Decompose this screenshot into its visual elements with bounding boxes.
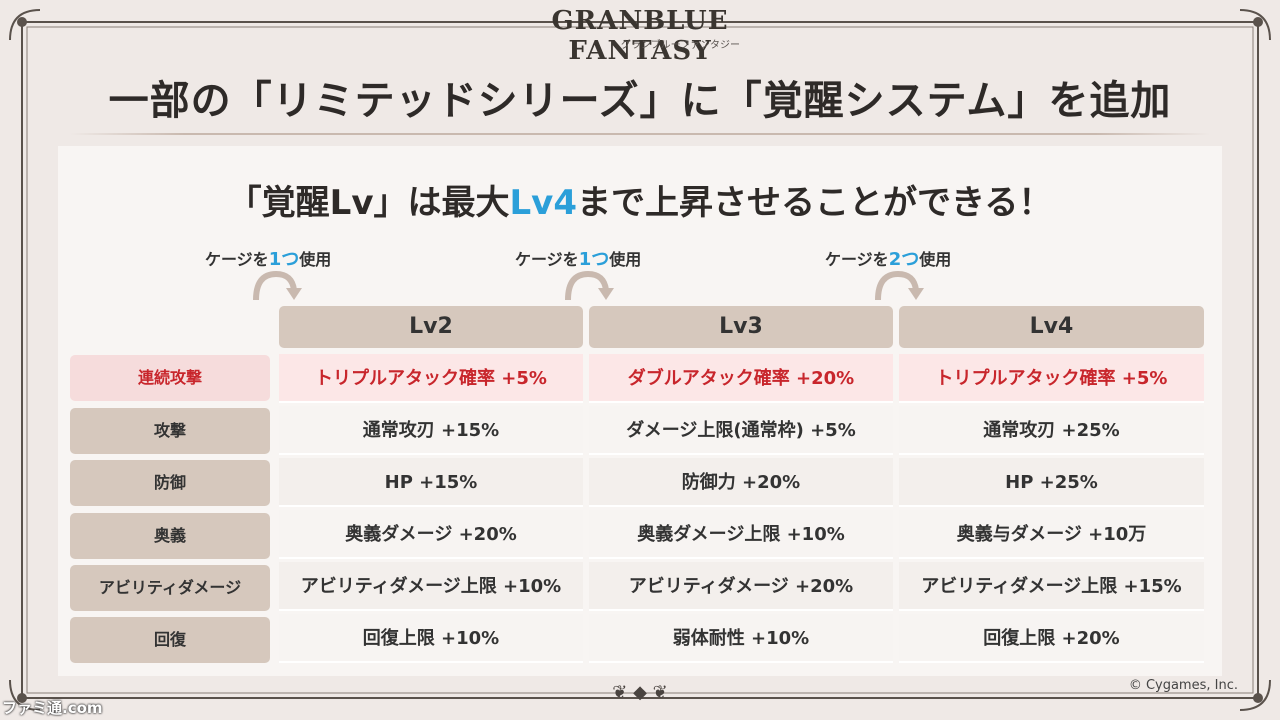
table-cell: 回復上限 +10% xyxy=(279,614,583,663)
table-cell: HP +15% xyxy=(279,458,583,507)
logo-main-text: GRANBLUE FANTASY xyxy=(551,6,729,66)
gauge-num: 2つ xyxy=(888,249,920,270)
row-label-recovery: 回復 xyxy=(70,617,270,663)
level-header-lv4: Lv4 xyxy=(899,306,1204,348)
gauge-post: 使用 xyxy=(299,250,332,269)
curved-arrow-icon xyxy=(875,270,924,301)
game-logo: GRANBLUE FANTASY グランブルーファンタジー xyxy=(520,6,760,66)
table-cell: 奥義ダメージ上限 +10% xyxy=(589,510,893,559)
gauge-num: 1つ xyxy=(578,249,610,270)
bottom-ornament-icon: ❦ ◆ ❦ xyxy=(612,682,668,703)
curved-arrow-icon xyxy=(253,270,302,301)
gauge-num: 1つ xyxy=(268,249,300,270)
subtitle-part2: まで上昇させることができる！ xyxy=(577,183,1053,223)
gauge-label-lv2: ケージを1つ使用 xyxy=(205,245,331,271)
table-cell: トリプルアタック確率 +5% xyxy=(279,354,583,403)
gauge-post: 使用 xyxy=(609,250,642,269)
row-label-combo-attack: 連続攻撃 xyxy=(70,355,270,401)
table-cell: アビリティダメージ上限 +15% xyxy=(899,562,1204,611)
gauge-pre: ケージを xyxy=(825,250,889,269)
row-label-ougi: 奥義 xyxy=(70,513,270,559)
subtitle: 「覚醒Lv」は最大Lv4まで上昇させることができる！ xyxy=(0,175,1280,224)
table-cell: ダメージ上限(通常枠) +5% xyxy=(589,406,893,455)
table-cell: 回復上限 +20% xyxy=(899,614,1204,663)
table-cell: 通常攻刃 +15% xyxy=(279,406,583,455)
title-divider xyxy=(70,133,1210,135)
level-header-lv3: Lv3 xyxy=(589,306,893,348)
gauge-post: 使用 xyxy=(919,250,952,269)
row-label-ability-damage: アビリティダメージ xyxy=(70,565,270,611)
gauge-label-lv3: ケージを1つ使用 xyxy=(515,245,641,271)
table-cell: ダブルアタック確率 +20% xyxy=(589,354,893,403)
row-label-defense: 防御 xyxy=(70,460,270,506)
gauge-pre: ケージを xyxy=(515,250,579,269)
gauge-pre: ケージを xyxy=(205,250,269,269)
curved-arrow-icon xyxy=(565,270,614,301)
watermark-text: ファミ通.com xyxy=(2,699,103,717)
copyright-text: © Cygames, Inc. xyxy=(1128,678,1238,693)
page-title: 一部の「リミテッドシリーズ」に「覚醒システム」を追加 xyxy=(108,78,1172,124)
table-cell: 弱体耐性 +10% xyxy=(589,614,893,663)
table-cell: アビリティダメージ上限 +10% xyxy=(279,562,583,611)
logo-sub-text: グランブルーファンタジー xyxy=(620,40,740,51)
subtitle-part1: 「覚醒Lv」は最大 xyxy=(227,183,510,223)
table-cell: 防御力 +20% xyxy=(589,458,893,507)
row-label-attack: 攻撃 xyxy=(70,408,270,454)
gauge-label-lv4: ケージを2つ使用 xyxy=(825,245,951,271)
subtitle-highlight: Lv4 xyxy=(509,183,578,223)
table-cell: 奥義ダメージ +20% xyxy=(279,510,583,559)
table-cell: トリプルアタック確率 +5% xyxy=(899,354,1204,403)
table-cell: 通常攻刃 +25% xyxy=(899,406,1204,455)
table-cell: HP +25% xyxy=(899,458,1204,507)
table-cell: アビリティダメージ +20% xyxy=(589,562,893,611)
table-cell: 奥義与ダメージ +10万 xyxy=(899,510,1204,559)
level-header-lv2: Lv2 xyxy=(279,306,583,348)
